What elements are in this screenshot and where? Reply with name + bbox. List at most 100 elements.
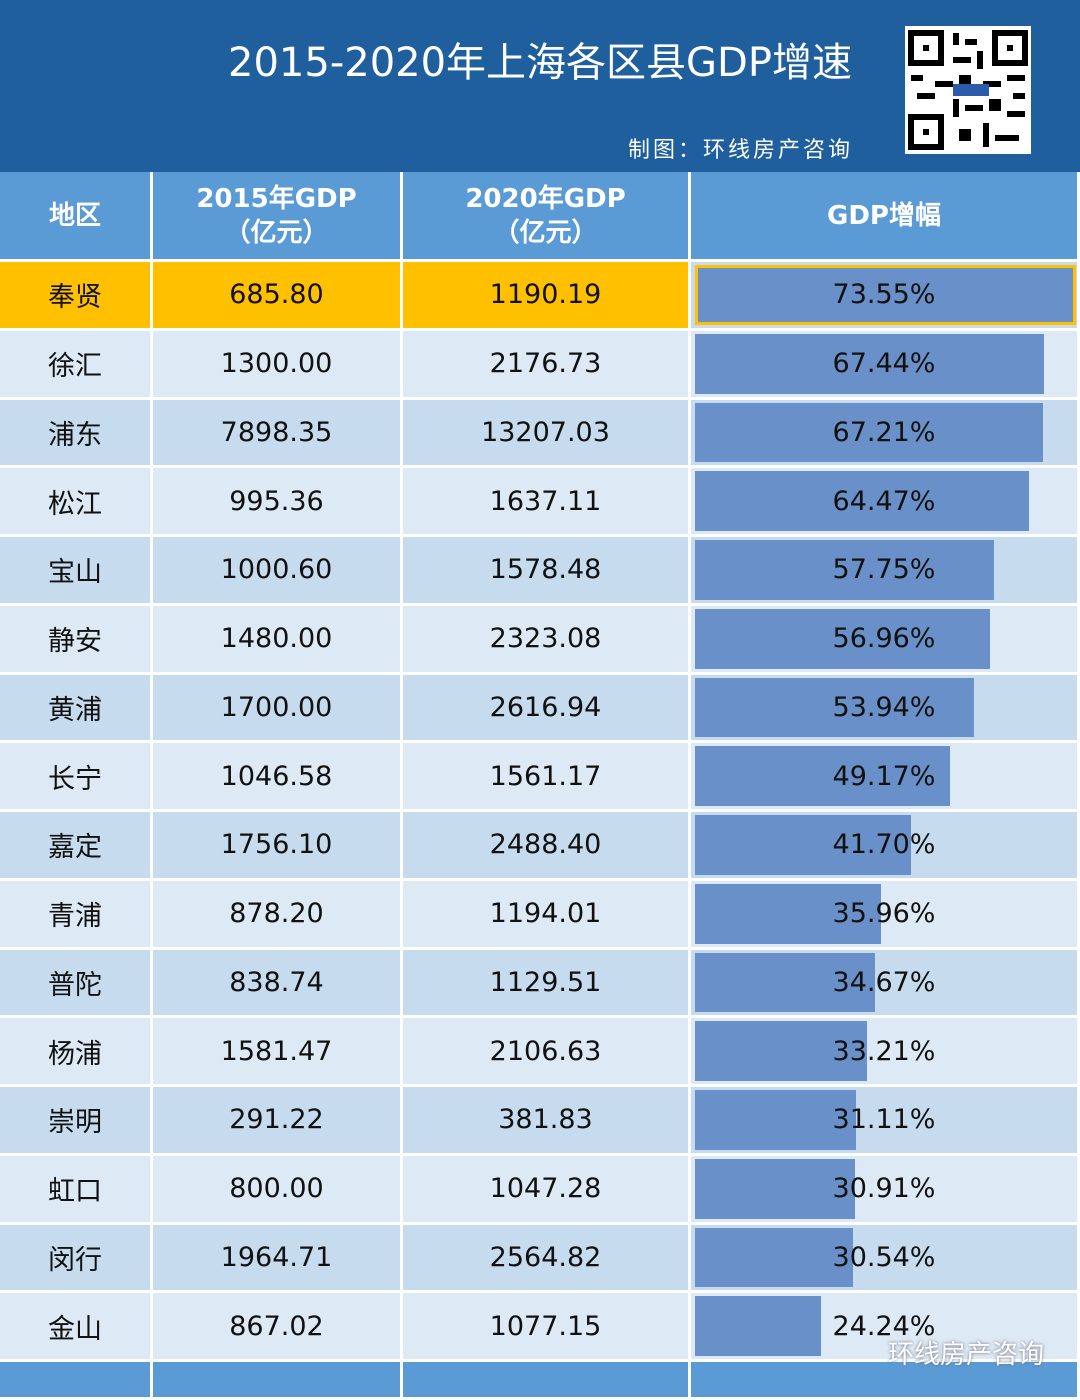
cell-text: 878.20 [229,898,324,930]
table-cell: 长宁 [0,743,153,812]
cell-text: 2323.08 [489,623,602,655]
table-cell: 1047.28 [403,1155,691,1225]
cell-text: 黄浦 [48,694,102,726]
table-cell: 13207.03 [403,399,691,469]
data-bar [695,1090,857,1150]
cell-text: 73.55% [832,279,936,311]
cell-text: 838.74 [229,966,324,998]
table-cell: 松江 [0,468,153,537]
growth-cell: 41.70% [691,812,1080,881]
growth-cell: 64.47% [691,468,1080,537]
cell-text: 2616.94 [489,691,602,723]
data-bar [695,815,911,875]
growth-cell: 30.91% [691,1155,1080,1225]
data-bar [695,608,991,669]
cell-text: 徐汇 [48,351,102,383]
title: 2015-2020年上海各区县GDP增速 [228,40,852,86]
data-bar [695,1296,821,1356]
cell-text: 浦东 [48,419,102,451]
header-line: （亿元） [224,217,329,248]
cell-text: 奉贤 [48,282,102,314]
table-cell: 1300.00 [153,330,403,400]
data-bar [695,265,1076,325]
growth-cell: 53.94% [691,674,1080,744]
data-bar [695,471,1029,531]
table-cell: 嘉定 [0,812,153,881]
growth-cell: 57.75% [691,537,1080,606]
column-header: 2020年GDP （亿元） [403,172,691,262]
table-cell: 静安 [0,605,153,675]
table-cell: 虹口 [0,1155,153,1225]
cell-text: 13207.03 [481,416,610,448]
table-cell: 995.36 [153,468,403,537]
watermark: 环线房产咨询 [887,1340,1044,1370]
cell-text: 1480.00 [220,623,333,655]
header-line: （亿元） [493,217,598,248]
table-cell: 1756.10 [153,812,403,881]
cell-text: 1046.58 [220,760,333,792]
cell-text: 53.94% [832,691,936,723]
cell-text: 1964.71 [220,1241,333,1273]
empty-cell [0,1362,153,1400]
data-bar [695,402,1044,463]
cell-text: 41.70% [832,829,936,861]
cell-text: 685.80 [229,279,324,311]
table-cell: 7898.35 [153,399,403,469]
column-header: 2015年GDP （亿元） [153,172,403,262]
cell-text: 1190.19 [489,279,602,311]
empty-cell [153,1362,403,1400]
cell-text: 虹口 [48,1176,102,1208]
cell-text: 291.22 [229,1104,324,1136]
cell-text: 800.00 [229,1173,324,1205]
cell-text: 普陀 [48,969,102,1001]
growth-cell: 31.11% [691,1087,1080,1156]
table-cell: 1077.15 [403,1293,691,1362]
table-cell: 1637.11 [403,468,691,537]
cell-text: 长宁 [48,763,102,795]
cell-text: 33.21% [832,1035,936,1067]
table-cell: 1964.71 [153,1224,403,1294]
table-cell: 2106.63 [403,1018,691,1087]
table-cell: 2564.82 [403,1224,691,1294]
data-bar [695,883,882,944]
header-line: 2015年GDP [196,183,357,214]
growth-cell: 35.96% [691,880,1080,950]
cell-text: 56.96% [832,623,936,655]
growth-cell: 67.44% [691,330,1080,400]
cell-text: 30.54% [832,1241,936,1273]
table-cell: 1581.47 [153,1018,403,1087]
growth-cell: 34.67% [691,949,1080,1019]
table-cell: 青浦 [0,880,153,950]
growth-cell: 73.55% [691,262,1080,331]
empty-cell [403,1362,691,1400]
cell-text: 34.67% [832,966,936,998]
table-cell: 2323.08 [403,605,691,675]
data-bar [695,952,875,1013]
cell-text: 金山 [48,1313,102,1345]
growth-cell: 33.21% [691,1018,1080,1087]
table-cell: 奉贤 [0,262,153,331]
cell-text: 嘉定 [48,832,102,864]
table-cell: 宝山 [0,537,153,606]
table-cell: 杨浦 [0,1018,153,1087]
table-cell: 金山 [0,1293,153,1362]
data-bar [695,746,950,806]
table-cell: 1480.00 [153,605,403,675]
table-cell: 崇明 [0,1087,153,1156]
cell-text: 1756.10 [220,829,333,861]
cell-text: 松江 [48,488,102,520]
table-cell: 1129.51 [403,949,691,1019]
data-bar [695,333,1045,394]
table-cell: 1578.48 [403,537,691,606]
cell-text: 30.91% [832,1173,936,1205]
growth-cell: 49.17% [691,743,1080,812]
table-cell: 1194.01 [403,880,691,950]
cell-text: 1077.15 [489,1310,602,1342]
table-cell: 普陀 [0,949,153,1019]
growth-cell: 67.21% [691,399,1080,469]
cell-text: 1194.01 [489,898,602,930]
table-cell: 800.00 [153,1155,403,1225]
cell-text: 57.75% [832,554,936,586]
cell-text: 1300.00 [220,348,333,380]
